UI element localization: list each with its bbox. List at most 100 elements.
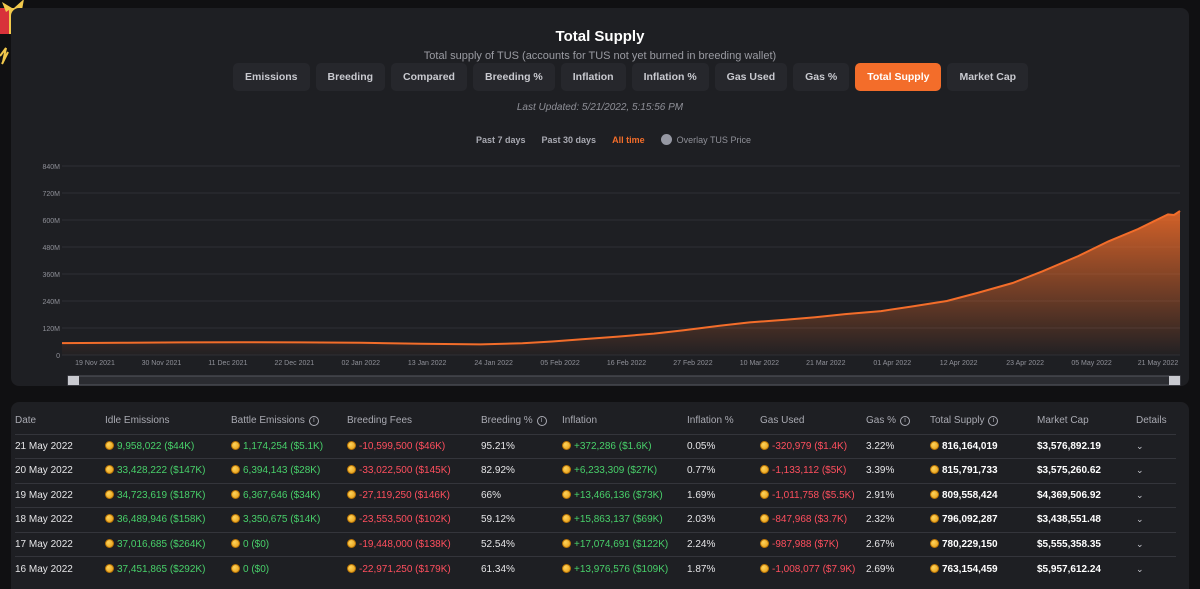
tus-coin-icon — [760, 538, 769, 548]
cell-gas-used: -987,988 ($7K) — [760, 531, 866, 557]
tab-gas-used[interactable]: Gas Used — [714, 63, 788, 91]
range-past-30-days[interactable]: Past 30 days — [541, 134, 597, 145]
tus-coin-icon — [231, 465, 240, 475]
cell-details: ⌄ — [1136, 458, 1176, 483]
cell-idle-emissions: 33,428,222 ($147K) — [105, 458, 231, 483]
cell-market-cap: $3,575,260.62 — [1037, 458, 1136, 483]
tab-inflation[interactable]: Inflation — [560, 63, 626, 91]
chart-panel: Total Supply Total supply of TUS (accoun… — [11, 8, 1189, 386]
tus-coin-icon — [930, 563, 939, 573]
cell-details: ⌄ — [1136, 433, 1176, 459]
cell-breeding-fees: -23,553,500 ($102K) — [347, 507, 481, 532]
col-inflation: Inflation — [562, 415, 598, 427]
info-icon[interactable]: i — [308, 415, 319, 426]
chevron-down-icon[interactable]: ⌄ — [1136, 489, 1144, 500]
tus-coin-icon — [105, 489, 114, 499]
tus-coin-icon — [105, 538, 114, 548]
cell-market-cap: $5,555,358.35 — [1037, 531, 1136, 557]
tus-coin-icon — [347, 440, 356, 450]
cell-market-cap: $3,576,892.19 — [1037, 433, 1136, 459]
cell-inflation-pct: 2.03% — [687, 507, 760, 532]
tab-breeding[interactable]: Breeding — [315, 63, 386, 91]
cell-breeding-fees: -27,119,250 ($146K) — [347, 482, 481, 508]
col-market-cap: Market Cap — [1037, 415, 1089, 427]
x-tick-label: 30 Nov 2021 — [142, 360, 182, 367]
col-gas-used: Gas Used — [760, 415, 805, 427]
cell-battle-emissions: 0 ($0) — [231, 556, 347, 581]
cell-breeding-pct: 59.12% — [481, 507, 562, 532]
table-row: 19 May 2022 34,723,619 ($187K) 6,367,646 (… — [15, 482, 1176, 508]
navigator-handle-right[interactable] — [1169, 376, 1180, 385]
tus-coin-icon — [105, 465, 114, 475]
tab-gas-pct[interactable]: Gas % — [793, 63, 850, 91]
navigator-handle-left[interactable] — [68, 376, 79, 385]
cell-total-supply: 816,164,019 — [930, 433, 1037, 459]
tab-total-supply[interactable]: Total Supply — [855, 63, 942, 91]
tus-coin-icon — [231, 440, 240, 450]
info-icon[interactable]: i — [536, 415, 547, 426]
tab-breeding-pct[interactable]: Breeding % — [472, 63, 555, 91]
col-details: Details — [1136, 415, 1167, 427]
cell-gas-pct: 2.91% — [866, 482, 930, 508]
tus-coin-icon — [930, 514, 939, 524]
cell-inflation: +17,074,691 ($122K) — [562, 531, 687, 557]
tab-emissions[interactable]: Emissions — [233, 63, 310, 91]
tus-coin-icon — [760, 489, 769, 499]
cell-breeding-fees: -33,022,500 ($145K) — [347, 458, 481, 483]
cell-inflation-pct: 0.05% — [687, 433, 760, 459]
x-tick-label: 23 Apr 2022 — [1006, 360, 1044, 367]
page-title: Total Supply — [555, 28, 645, 45]
chevron-down-icon[interactable]: ⌄ — [1136, 563, 1144, 574]
tus-coin-icon — [347, 465, 356, 475]
cell-idle-emissions: 36,489,946 ($158K) — [105, 507, 231, 532]
x-tick-label: 05 Feb 2022 — [540, 360, 579, 367]
cell-idle-emissions: 9,958,022 ($44K) — [105, 433, 231, 459]
page-subtitle: Total supply of TUS (accounts for TUS no… — [423, 50, 777, 62]
y-tick-label: 240M — [42, 299, 60, 306]
tus-coin-icon — [231, 514, 240, 524]
cell-battle-emissions: 0 ($0) — [231, 531, 347, 557]
tus-coin-icon — [562, 489, 571, 499]
tus-coin-icon — [347, 514, 356, 524]
tus-coin-icon — [105, 514, 114, 524]
overlay-price-toggle[interactable]: Overlay TUS Price — [660, 134, 751, 145]
cell-inflation: +13,466,136 ($73K) — [562, 482, 687, 508]
cell-details: ⌄ — [1136, 482, 1176, 508]
tab-inflation-pct[interactable]: Inflation % — [631, 63, 709, 91]
tab-compared[interactable]: Compared — [391, 63, 467, 91]
col-breeding-pct: Breeding % — [481, 415, 533, 427]
cell-battle-emissions: 3,350,675 ($14K) — [231, 507, 347, 532]
range-past-7-days[interactable]: Past 7 days — [476, 134, 526, 145]
info-icon[interactable]: i — [900, 415, 911, 426]
stats-table: Date Idle Emissions Battle Emissions i Br… — [15, 408, 1176, 581]
cell-battle-emissions: 1,174,254 ($5.1K) — [231, 433, 347, 459]
info-icon[interactable]: i — [988, 415, 999, 426]
chevron-down-icon[interactable]: ⌄ — [1136, 514, 1144, 525]
range-all-time[interactable]: All time — [612, 134, 645, 145]
cell-breeding-pct: 82.92% — [481, 458, 562, 483]
cell-total-supply: 815,791,733 — [930, 458, 1037, 483]
chevron-down-icon[interactable]: ⌄ — [1136, 440, 1144, 451]
chevron-down-icon[interactable]: ⌄ — [1136, 538, 1144, 549]
table-row: 20 May 2022 33,428,222 ($147K) 6,394,143 (… — [15, 458, 1176, 483]
toggle-dot-icon — [660, 134, 672, 145]
col-idle-emissions: Idle Emissions — [105, 415, 170, 427]
tus-coin-icon — [231, 538, 240, 548]
cell-market-cap: $5,957,612.24 — [1037, 556, 1136, 581]
tus-coin-icon — [562, 538, 571, 548]
cell-market-cap: $4,369,506.92 — [1037, 482, 1136, 508]
range-navigator[interactable] — [67, 375, 1181, 386]
total-supply-chart: 0 120M 240M 360M 480M 600M 720M 840M 19 Nov 202… — [42, 164, 1181, 386]
cell-details: ⌄ — [1136, 556, 1176, 581]
tab-market-cap[interactable]: Market Cap — [947, 63, 1029, 91]
col-battle-emissions: Battle Emissions — [231, 415, 305, 427]
x-tick-label: 13 Jan 2022 — [408, 360, 447, 367]
cell-total-supply: 809,558,424 — [930, 482, 1037, 508]
tus-coin-icon — [347, 489, 356, 499]
cell-inflation: +372,286 ($1.6K) — [562, 433, 687, 459]
cell-date: 17 May 2022 — [15, 531, 105, 557]
tus-coin-icon — [231, 489, 240, 499]
tus-coin-icon — [105, 563, 114, 573]
chevron-down-icon[interactable]: ⌄ — [1136, 465, 1144, 476]
cell-breeding-pct: 52.54% — [481, 531, 562, 557]
